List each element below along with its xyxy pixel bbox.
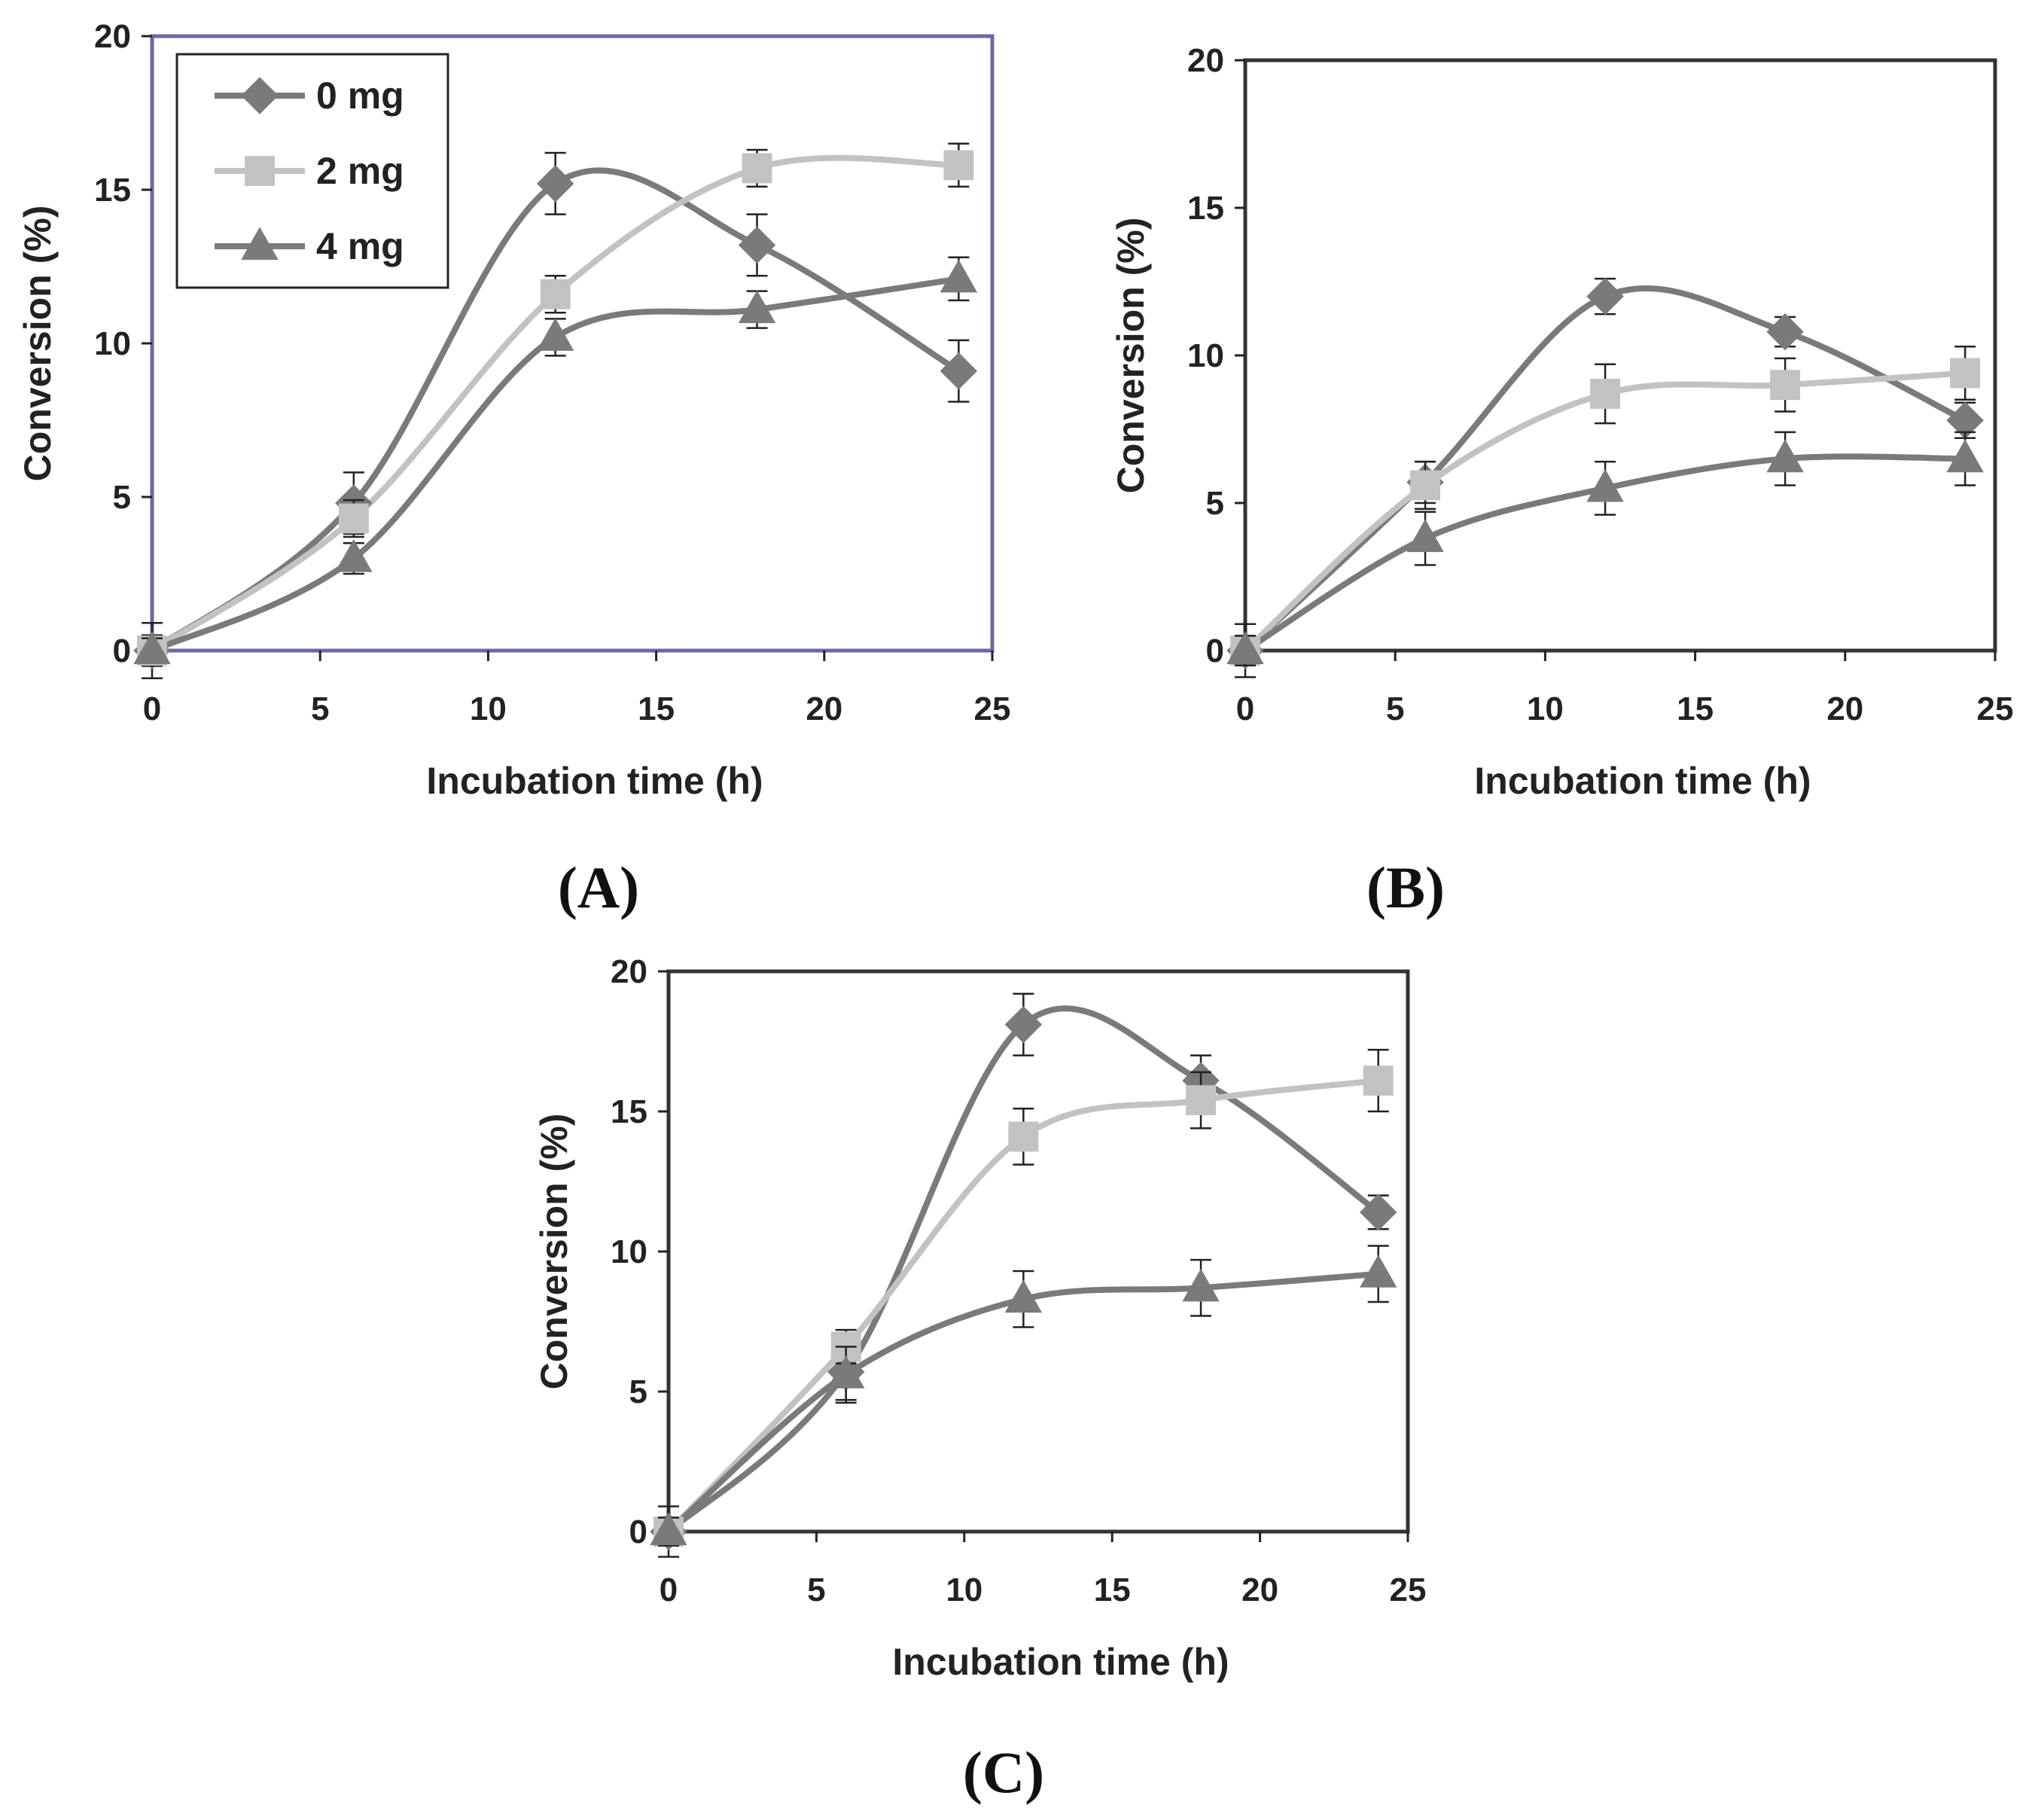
panel-label: (A) xyxy=(558,855,639,920)
data-point xyxy=(1950,358,1981,389)
data-point xyxy=(338,503,369,534)
y-tick-label: 15 xyxy=(611,1093,647,1130)
data-point xyxy=(827,1355,865,1389)
x-tick-label: 20 xyxy=(806,691,842,727)
y-tick-label: 15 xyxy=(94,172,131,209)
y-tick-label: 5 xyxy=(629,1373,647,1410)
series-2-mg xyxy=(666,1078,1382,1535)
data-point xyxy=(1590,379,1621,409)
y-tick-label: 15 xyxy=(1187,190,1224,227)
x-tick-label: 20 xyxy=(1241,1572,1278,1608)
series-markers-4-mg xyxy=(650,1245,1397,1547)
y-axis-title: Conversion (%) xyxy=(533,1114,575,1390)
legend-marker xyxy=(245,156,275,186)
y-tick-label: 5 xyxy=(1206,485,1224,522)
x-tick-label: 10 xyxy=(1527,691,1564,727)
data-point xyxy=(1360,1194,1397,1231)
legend-label: 2 mg xyxy=(316,150,404,192)
legend-label: 0 mg xyxy=(316,75,404,117)
x-tick-label: 25 xyxy=(1977,691,2014,727)
y-tick-label: 5 xyxy=(113,479,131,516)
x-tick-label: 15 xyxy=(638,691,675,727)
data-point xyxy=(1766,312,1804,351)
x-tick-label: 10 xyxy=(470,691,507,727)
data-point xyxy=(1360,1254,1397,1288)
x-tick-label: 0 xyxy=(660,1572,678,1608)
y-tick-label: 10 xyxy=(94,325,131,362)
x-tick-label: 0 xyxy=(1236,691,1254,727)
data-point xyxy=(536,165,574,203)
legend-marker xyxy=(241,227,279,261)
series-line xyxy=(149,167,962,654)
data-point xyxy=(335,538,373,572)
data-point xyxy=(1186,1085,1216,1116)
plot-frame xyxy=(1243,58,1997,653)
legend-label: 4 mg xyxy=(316,225,404,267)
x-axis-title: Incubation time (h) xyxy=(892,1641,1229,1683)
x-tick-label: 5 xyxy=(311,691,329,727)
data-point xyxy=(738,290,776,324)
data-point xyxy=(133,631,171,665)
x-axis-title: Incubation time (h) xyxy=(1474,760,1811,802)
data-point xyxy=(1766,439,1804,473)
series-line xyxy=(666,1005,1382,1535)
data-point xyxy=(940,352,978,390)
y-tick-label: 10 xyxy=(1187,337,1224,374)
x-tick-label: 25 xyxy=(974,691,1011,727)
panel-label: (B) xyxy=(1366,855,1445,920)
panel-label: (C) xyxy=(963,1739,1044,1805)
chart-panel-b: 0 5 10 15 20 0 5 10 15 20 25 Incubation time (h) Con… xyxy=(1110,42,2013,920)
y-tick-label: 20 xyxy=(611,953,647,990)
data-point xyxy=(1008,1121,1039,1152)
series-markers-4-mg xyxy=(1226,431,1984,666)
y-axis-title: Conversion (%) xyxy=(17,206,59,482)
data-point xyxy=(1586,468,1624,502)
y-tick-label: 0 xyxy=(629,1514,647,1550)
series-0-mg xyxy=(149,167,962,654)
data-point xyxy=(1410,470,1440,501)
data-point xyxy=(1946,401,1984,439)
x-tick-label: 0 xyxy=(143,691,161,727)
series-markers-4-mg xyxy=(133,256,978,665)
data-point xyxy=(1363,1065,1394,1096)
x-tick-label: 5 xyxy=(807,1572,825,1608)
data-point xyxy=(1182,1268,1220,1302)
data-point xyxy=(540,279,571,309)
y-tick-label: 0 xyxy=(1206,633,1224,669)
data-point xyxy=(1586,277,1624,316)
x-tick-label: 20 xyxy=(1826,691,1863,727)
data-point xyxy=(742,153,772,184)
legend-marker xyxy=(241,77,279,114)
data-point xyxy=(1770,370,1801,401)
chart-panel-c: 0 5 10 15 20 0 5 10 15 20 25 Incubation time (h) Con… xyxy=(533,953,1426,1805)
y-tick-label: 0 xyxy=(113,633,131,669)
data-point xyxy=(1226,631,1264,665)
y-tick-label: 20 xyxy=(1187,42,1224,79)
y-tick-label: 10 xyxy=(611,1233,647,1270)
x-tick-label: 15 xyxy=(1094,1572,1131,1608)
x-tick-label: 15 xyxy=(1677,691,1714,727)
data-point xyxy=(940,259,978,293)
data-point xyxy=(1946,439,1984,473)
data-point xyxy=(1004,1279,1043,1313)
x-tick-label: 25 xyxy=(1390,1572,1427,1608)
x-axis-title: Incubation time (h) xyxy=(426,760,763,802)
y-axis-title: Conversion (%) xyxy=(1110,218,1152,494)
series-line xyxy=(666,1078,1382,1535)
data-point xyxy=(650,1512,687,1546)
data-point xyxy=(1406,519,1444,553)
data-point xyxy=(1004,1005,1043,1044)
data-point xyxy=(943,150,974,181)
x-tick-label: 5 xyxy=(1386,691,1404,727)
x-tick-label: 10 xyxy=(946,1572,982,1608)
series-0-mg xyxy=(666,1005,1382,1535)
legend: 0 mg 2 mg 4 mg xyxy=(175,53,449,289)
data-point xyxy=(536,318,574,351)
data-point xyxy=(738,226,776,264)
chart-panel-a: 0 5 10 15 20 0 5 10 15 20 25 Incubation time (h) Con… xyxy=(17,18,1010,920)
y-tick-label: 20 xyxy=(94,18,131,55)
